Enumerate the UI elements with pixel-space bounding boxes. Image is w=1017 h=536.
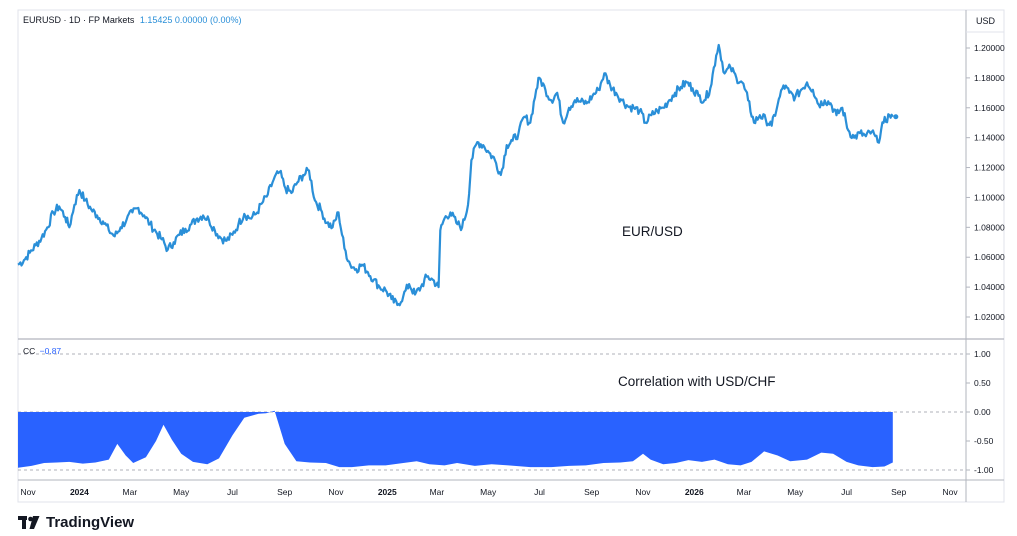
price-line: [17, 43, 899, 307]
correlation-tick-label: 0.50: [974, 378, 991, 388]
price-tick-label: 1.12000: [974, 163, 1005, 173]
price-tick-label: 1.02000: [974, 312, 1005, 322]
time-tick-label: May: [480, 487, 497, 497]
time-tick-label: Nov: [21, 487, 37, 497]
correlation-tick-label: -1.00: [974, 465, 994, 475]
last-value: 1.15425 0.00000 (0.00%): [139, 15, 242, 25]
price-tick-label: 1.10000: [974, 192, 1005, 202]
correlation-annotation: Correlation with USD/CHF: [618, 374, 776, 389]
time-tick-label: Jul: [841, 487, 852, 497]
correlation-area: [18, 410, 893, 468]
time-tick-label: May: [787, 487, 804, 497]
outer-border: [17, 9, 1005, 503]
time-tick-label: Mar: [430, 487, 445, 497]
correlation-tick-label: -0.50: [974, 436, 994, 446]
time-tick-label: Nov: [942, 487, 958, 497]
time-tick-label: Mar: [123, 487, 138, 497]
price-tick-label: 1.08000: [974, 222, 1005, 232]
time-tick-label: May: [173, 487, 190, 497]
time-tick-label: Mar: [737, 487, 752, 497]
price-axis[interactable]: 1.02000 1.04000 1.06000 1.08000 1.10000 1.120…: [966, 43, 1005, 322]
time-tick-label: Jul: [534, 487, 545, 497]
price-series: [17, 43, 894, 307]
time-tick-label: Sep: [584, 487, 599, 497]
time-tick-label: Nov: [328, 487, 344, 497]
price-tick-label: 1.04000: [974, 282, 1005, 292]
time-tick-label: Sep: [891, 487, 906, 497]
time-tick-label: 2026: [685, 487, 704, 497]
last-price-marker: [893, 114, 899, 120]
correlation-tick-label: 1.00: [974, 349, 991, 359]
time-tick-label: Nov: [635, 487, 651, 497]
currency-label[interactable]: USD: [976, 16, 996, 26]
correlation-axis[interactable]: -1.00 -0.50 0.00 0.50 1.00: [966, 349, 994, 475]
symbol-text: EURUSD · 1D · FP Markets: [23, 15, 135, 25]
tradingview-logo: TradingView: [18, 514, 134, 531]
price-tick-label: 1.18000: [974, 73, 1005, 83]
indicator-header[interactable]: CC −0.87: [23, 346, 61, 356]
time-axis[interactable]: Nov 2024 Mar May Jul Sep Nov 2025 Mar May Jul Sep No…: [21, 487, 959, 497]
correlation-tick-label: 0.00: [974, 407, 991, 417]
correlation-area-fill: [18, 410, 893, 468]
indicator-name: CC: [23, 346, 36, 356]
price-tick-label: 1.06000: [974, 252, 1005, 262]
price-tick-label: 1.20000: [974, 43, 1005, 53]
price-annotation: EUR/USD: [622, 224, 683, 239]
symbol-header[interactable]: EURUSD · 1D · FP Markets 1.15425 0.00000…: [23, 15, 241, 25]
chart-frame: [17, 9, 1005, 503]
time-tick-label: Jul: [227, 487, 238, 497]
indicator-value: −0.87: [39, 346, 62, 356]
tradingview-logo-icon: [18, 515, 40, 529]
brand-name: TradingView: [46, 514, 135, 531]
price-tick-label: 1.16000: [974, 103, 1005, 113]
time-tick-label: Sep: [277, 487, 292, 497]
price-tick-label: 1.14000: [974, 133, 1005, 143]
time-tick-label: 2025: [378, 487, 397, 497]
time-tick-label: 2024: [70, 487, 89, 497]
